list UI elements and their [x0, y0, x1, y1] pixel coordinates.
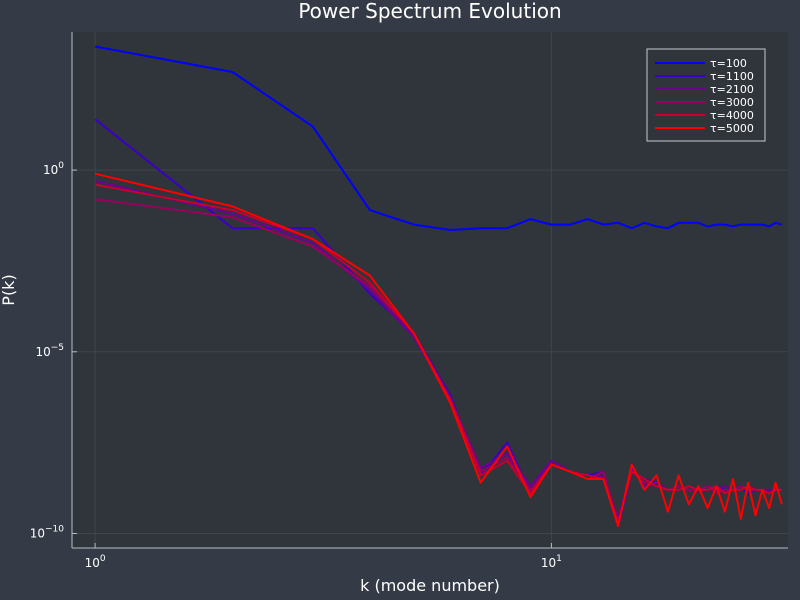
- legend-label: τ=4000: [710, 109, 754, 122]
- chart-title: Power Spectrum Evolution: [298, 0, 561, 23]
- series-lines: [94, 45, 783, 528]
- legend-label: τ=100: [710, 57, 747, 70]
- x-tick-label: 100: [85, 554, 106, 570]
- x-tick-label: 101: [541, 554, 562, 570]
- legend-box: [646, 48, 766, 142]
- legend-label: τ=2100: [710, 83, 754, 96]
- y-axis-label: P(k): [0, 274, 18, 305]
- legend-label: τ=3000: [710, 96, 754, 109]
- y-tick-label: 10−5: [35, 343, 64, 359]
- legend-label: τ=5000: [710, 122, 754, 135]
- x-ticks: 100 101: [85, 543, 562, 570]
- series-line-1: [94, 45, 783, 231]
- y-tick-label: 10−10: [30, 524, 65, 540]
- y-tick-label: 100: [43, 161, 64, 177]
- y-ticks: 100 10−5 10−10: [30, 161, 77, 540]
- legend-label: τ=1100: [710, 70, 754, 83]
- grid: [72, 32, 788, 548]
- x-axis-label: k (mode number): [360, 576, 500, 595]
- series-line-6: [94, 172, 783, 528]
